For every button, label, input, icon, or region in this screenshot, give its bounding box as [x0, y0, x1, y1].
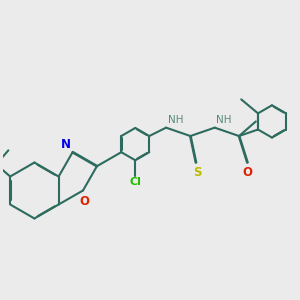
Text: S: S	[193, 166, 202, 178]
Text: O: O	[242, 166, 252, 178]
Text: N: N	[61, 138, 71, 151]
Text: Cl: Cl	[129, 177, 141, 187]
Text: O: O	[80, 195, 89, 208]
Text: NH: NH	[167, 115, 183, 125]
Text: NH: NH	[216, 115, 232, 125]
